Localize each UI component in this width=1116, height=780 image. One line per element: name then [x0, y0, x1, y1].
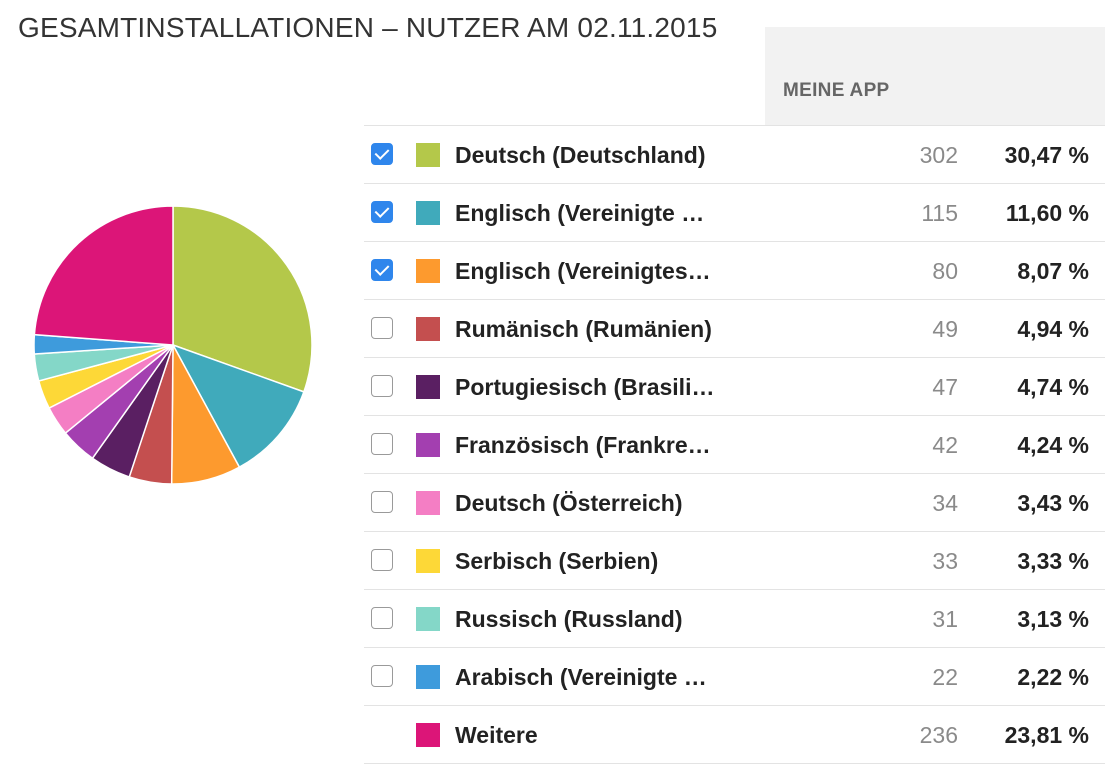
- row-count: 31: [932, 606, 958, 632]
- row-checkbox[interactable]: [371, 549, 393, 571]
- row-percent: 3,13 %: [1017, 606, 1089, 632]
- row-checkbox[interactable]: [371, 607, 393, 629]
- row-count: 80: [932, 258, 958, 284]
- color-swatch: [416, 143, 440, 167]
- color-swatch: [416, 317, 440, 341]
- row-percent: 11,60 %: [1005, 200, 1089, 226]
- row-label: Russisch (Russland): [455, 606, 683, 632]
- column-header-label: MEINE APP: [783, 80, 890, 101]
- row-checkbox[interactable]: [371, 317, 393, 339]
- row-label: Rumänisch (Rumänien): [455, 316, 712, 342]
- color-swatch: [416, 433, 440, 457]
- row-count: 49: [932, 316, 958, 342]
- row-label: Portugiesisch (Brasili…: [455, 374, 715, 400]
- row-count: 302: [919, 142, 958, 168]
- row-percent: 4,74 %: [1017, 374, 1089, 400]
- row-label: Deutsch (Österreich): [455, 490, 683, 516]
- row-checkbox[interactable]: [371, 665, 393, 687]
- row-label: Arabisch (Vereinigte …: [455, 664, 707, 690]
- table-row[interactable]: Englisch (Vereinigte … 115 11,60 %: [364, 184, 1105, 242]
- table-row[interactable]: Deutsch (Deutschland) 302 30,47 %: [364, 126, 1105, 184]
- row-label: Deutsch (Deutschland): [455, 142, 706, 168]
- pie-chart-svg: [33, 205, 313, 485]
- color-swatch: [416, 259, 440, 283]
- color-swatch: [416, 201, 440, 225]
- row-checkbox[interactable]: [371, 375, 393, 397]
- row-checkbox[interactable]: [371, 491, 393, 513]
- row-count: 115: [921, 200, 958, 226]
- row-checkbox[interactable]: [371, 259, 393, 281]
- language-table: Deutsch (Deutschland) 302 30,47 % Englisch …: [364, 125, 1105, 764]
- table-row[interactable]: Englisch (Vereinigtes… 80 8,07 %: [364, 242, 1105, 300]
- color-swatch: [416, 723, 440, 747]
- row-checkbox[interactable]: [371, 433, 393, 455]
- table-row[interactable]: Arabisch (Vereinigte … 22 2,22 %: [364, 648, 1105, 706]
- row-count: 34: [932, 490, 958, 516]
- row-checkbox[interactable]: [371, 201, 393, 223]
- table-row[interactable]: Portugiesisch (Brasili… 47 4,74 %: [364, 358, 1105, 416]
- row-label: Serbisch (Serbien): [455, 548, 659, 574]
- color-swatch: [416, 491, 440, 515]
- row-percent: 3,43 %: [1017, 490, 1089, 516]
- row-count: 42: [932, 432, 958, 458]
- row-percent: 4,24 %: [1017, 432, 1089, 458]
- table-row[interactable]: Serbisch (Serbien) 33 3,33 %: [364, 532, 1105, 590]
- row-label: Französisch (Frankre…: [455, 432, 711, 458]
- row-percent: 3,33 %: [1017, 548, 1089, 574]
- row-percent: 30,47 %: [1004, 142, 1089, 168]
- row-label: Englisch (Vereinigte …: [455, 200, 705, 226]
- table-row[interactable]: Deutsch (Österreich) 34 3,43 %: [364, 474, 1105, 532]
- column-header: MEINE APP: [765, 27, 1105, 125]
- color-swatch: [416, 549, 440, 573]
- color-swatch: [416, 607, 440, 631]
- color-swatch: [416, 375, 440, 399]
- pie-slice: [33, 205, 174, 346]
- row-percent: 23,81 %: [1004, 722, 1089, 748]
- table-row[interactable]: Rumänisch (Rumänien) 49 4,94 %: [364, 300, 1105, 358]
- table-row[interactable]: Französisch (Frankre… 42 4,24 %: [364, 416, 1105, 474]
- row-percent: 2,22 %: [1017, 664, 1089, 690]
- row-label: Weitere: [455, 722, 538, 748]
- pie-chart: [28, 200, 318, 490]
- row-checkbox[interactable]: [371, 143, 393, 165]
- row-percent: 4,94 %: [1017, 316, 1089, 342]
- row-count: 33: [932, 548, 958, 574]
- row-count: 47: [932, 374, 958, 400]
- page-title: GESAMTINSTALLATIONEN – NUTZER AM 02.11.2…: [18, 12, 718, 43]
- row-count: 22: [932, 664, 958, 690]
- color-swatch: [416, 665, 440, 689]
- pie-slice: [171, 343, 305, 469]
- row-label: Englisch (Vereinigtes…: [455, 258, 711, 284]
- row-percent: 8,07 %: [1017, 258, 1089, 284]
- row-count: 236: [919, 722, 958, 748]
- table-row[interactable]: Weitere 236 23,81 %: [364, 706, 1105, 764]
- pie-slice: [172, 205, 313, 393]
- table-row[interactable]: Russisch (Russland) 31 3,13 %: [364, 590, 1105, 648]
